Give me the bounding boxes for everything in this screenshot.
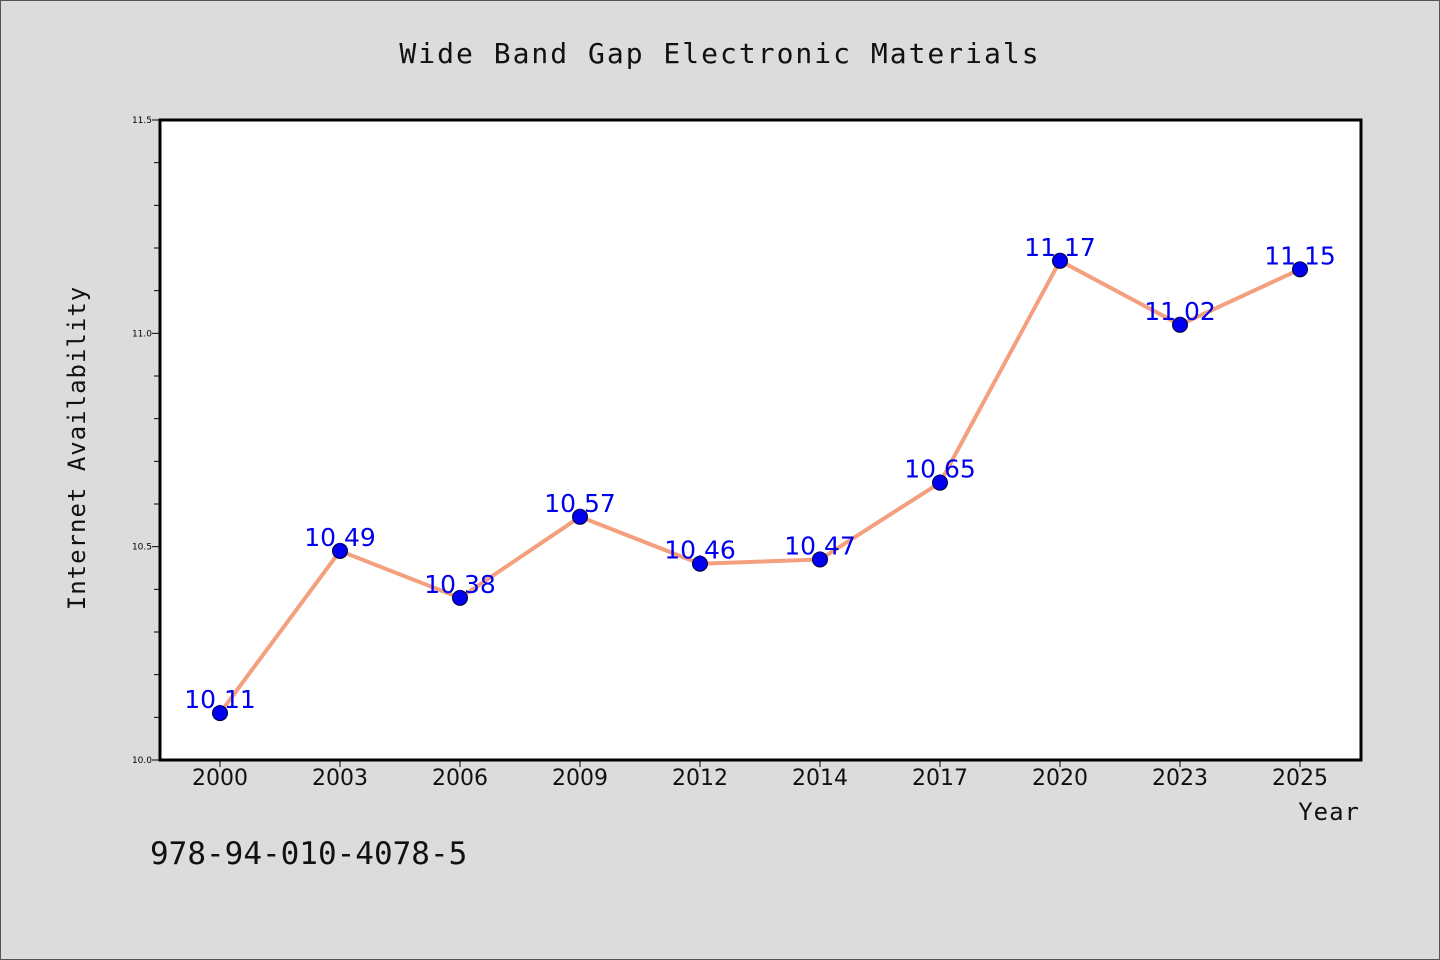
data-label: 10.65	[904, 455, 976, 484]
data-labels: 10.11 10.49 10.38 10.57 10.46 10.47 10.65 11.17…	[184, 233, 1336, 714]
data-point	[1172, 316, 1188, 333]
data-point	[212, 705, 228, 722]
x-tick-label: 2003	[312, 766, 368, 791]
data-point	[572, 508, 588, 525]
data-point	[1292, 261, 1308, 278]
x-tick-label: 2025	[1272, 766, 1328, 791]
x-axis-label: Year	[1298, 798, 1360, 826]
isbn-annotation: 978-94-010-4078-5	[150, 836, 467, 872]
data-label: 11.15	[1264, 241, 1336, 270]
series-line	[218, 258, 1301, 715]
data-point	[1052, 252, 1068, 269]
x-tick-label: 2014	[792, 766, 848, 791]
series	[212, 252, 1308, 722]
x-tick-label: 2009	[552, 766, 608, 791]
data-point	[452, 589, 468, 606]
y-tick-label: 11.5	[132, 116, 152, 126]
x-tick-label: 2017	[912, 766, 968, 791]
data-label: 11.17	[1024, 233, 1096, 262]
data-label: 10.11	[184, 685, 256, 714]
data-label: 11.02	[1144, 297, 1216, 326]
y-tick-label: 11.0	[132, 329, 152, 339]
x-tick-label: 2012	[672, 766, 728, 791]
x-tick-label: 2000	[192, 766, 248, 791]
x-tick-label: 2020	[1032, 766, 1088, 791]
data-label: 10.57	[544, 489, 616, 518]
x-tick-label: 2023	[1152, 766, 1208, 791]
chart-title: Wide Band Gap Electronic Materials	[399, 37, 1040, 70]
x-axis: 2000 2003 2006 2009 2012 2014 2017 2020 2023 2025	[192, 760, 1328, 791]
data-label: 10.46	[664, 536, 736, 565]
y-tick-label: 10.5	[132, 543, 152, 553]
y-axis: 10.0 10.5 11.0 11.5	[132, 116, 160, 766]
data-label: 10.47	[784, 531, 856, 560]
data-point	[692, 555, 708, 572]
y-axis-label: Internet Availability	[63, 286, 91, 610]
x-tick-label: 2006	[432, 766, 488, 791]
data-label: 10.49	[304, 523, 376, 552]
data-label: 10.38	[424, 570, 496, 599]
y-tick-label: 10.0	[132, 756, 152, 766]
data-point	[932, 474, 948, 491]
data-point	[812, 551, 828, 568]
plot-area	[158, 118, 1363, 762]
data-point	[332, 542, 348, 559]
